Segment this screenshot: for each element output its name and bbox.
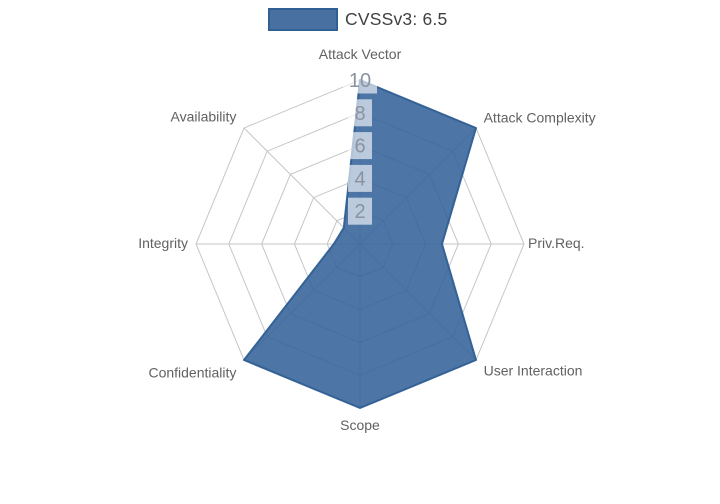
legend[interactable]: CVSSv3: 6.5 xyxy=(268,8,447,31)
legend-swatch xyxy=(268,8,338,31)
cvss-score-polygon xyxy=(243,79,477,409)
radial-tick-bg xyxy=(348,132,372,160)
radial-tick-label: 2 xyxy=(354,201,365,223)
radial-tick-label: 8 xyxy=(354,103,365,125)
radial-tick-bg xyxy=(348,99,372,127)
axis-label-attack-vector: Attack Vector xyxy=(319,46,402,62)
axis-label-availability: Availability xyxy=(171,108,237,124)
legend-label: CVSSv3: 6.5 xyxy=(345,9,448,29)
radial-tick-bg xyxy=(343,66,377,94)
axis-label-integrity: Integrity xyxy=(138,235,188,251)
axis-label-scope: Scope xyxy=(340,417,380,433)
radar-spoke xyxy=(243,127,361,245)
axis-label-attack-complexity: Attack Complexity xyxy=(484,109,596,125)
axis-label-confidentiality: Confidentiality xyxy=(148,365,236,381)
axis-label-priv-req: Priv.Req. xyxy=(528,235,585,251)
radial-tick-label: 4 xyxy=(354,168,365,190)
axis-label-user-interaction: User Interaction xyxy=(484,363,583,379)
radial-tick-bg xyxy=(348,197,372,225)
radial-tick-bg xyxy=(348,164,372,192)
radial-tick-label: 10 xyxy=(349,70,371,92)
radial-tick-label: 6 xyxy=(354,136,365,158)
